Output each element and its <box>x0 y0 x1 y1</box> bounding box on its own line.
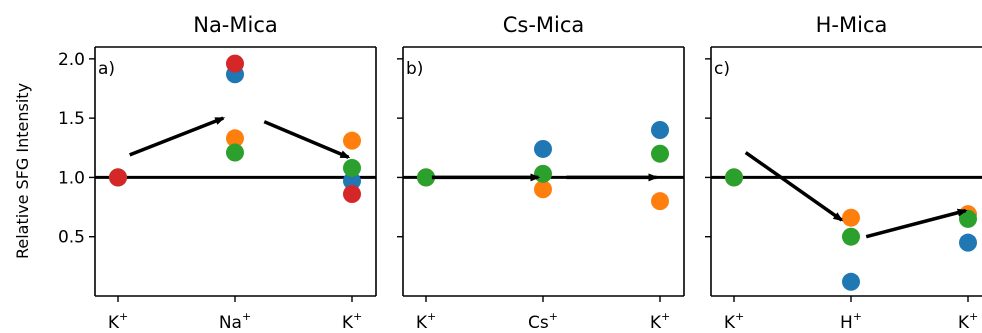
data-point <box>343 158 361 177</box>
data-point <box>226 129 244 148</box>
x-tick-label: Cs+ <box>528 310 558 333</box>
data-point <box>226 143 244 162</box>
x-tick-label: K+ <box>342 310 362 333</box>
data-point <box>651 144 669 163</box>
data-point <box>842 272 860 291</box>
x-tick-label: K+ <box>416 310 436 333</box>
panel-label: c) <box>714 59 730 79</box>
panel-title: H-Mica <box>816 13 888 37</box>
data-point <box>417 168 435 187</box>
trend-arrow <box>129 116 226 157</box>
trend-arrow <box>865 208 968 239</box>
y-tick-label: 2.0 <box>58 50 85 70</box>
data-point <box>651 121 669 139</box>
y-tick-label: 1.0 <box>58 168 85 188</box>
data-point <box>842 227 860 246</box>
trend-arrow <box>744 151 844 222</box>
x-tick-label: K+ <box>108 310 128 333</box>
panel-title: Cs-Mica <box>503 13 585 37</box>
data-point <box>725 168 743 187</box>
data-point <box>343 131 361 150</box>
data-point <box>534 180 552 199</box>
panel-title: Na-Mica <box>193 13 278 37</box>
data-point <box>534 139 552 158</box>
panel-2: Cs-Mica b) K+ Cs+ K+ <box>397 13 685 333</box>
x-tick-label: K+ <box>650 310 670 333</box>
trend-arrow <box>263 120 351 159</box>
data-point <box>343 185 361 204</box>
data-point <box>651 192 669 211</box>
data-point <box>534 164 552 183</box>
x-tick-label: H+ <box>840 310 862 333</box>
data-point <box>842 208 860 227</box>
y-tick-label: 0.5 <box>58 228 85 248</box>
y-axis-label: Relative SFG Intensity <box>13 83 32 259</box>
data-point <box>226 54 244 73</box>
data-point <box>959 233 977 252</box>
panel-label: b) <box>406 59 423 79</box>
data-point <box>343 171 361 190</box>
panel-label: a) <box>98 59 115 79</box>
panel-3: H-Mica c) K+ H+ K+ <box>705 13 982 333</box>
x-tick-label: K+ <box>958 310 978 333</box>
x-tick-label: Na+ <box>219 310 251 333</box>
data-point <box>109 168 127 187</box>
x-tick-label: K+ <box>724 310 744 333</box>
y-tick-label: 1.5 <box>58 109 85 129</box>
panel-1: Na-Mica a) 0.5 1.0 1.5 2.0 K+ Na+ K+ <box>58 13 377 333</box>
